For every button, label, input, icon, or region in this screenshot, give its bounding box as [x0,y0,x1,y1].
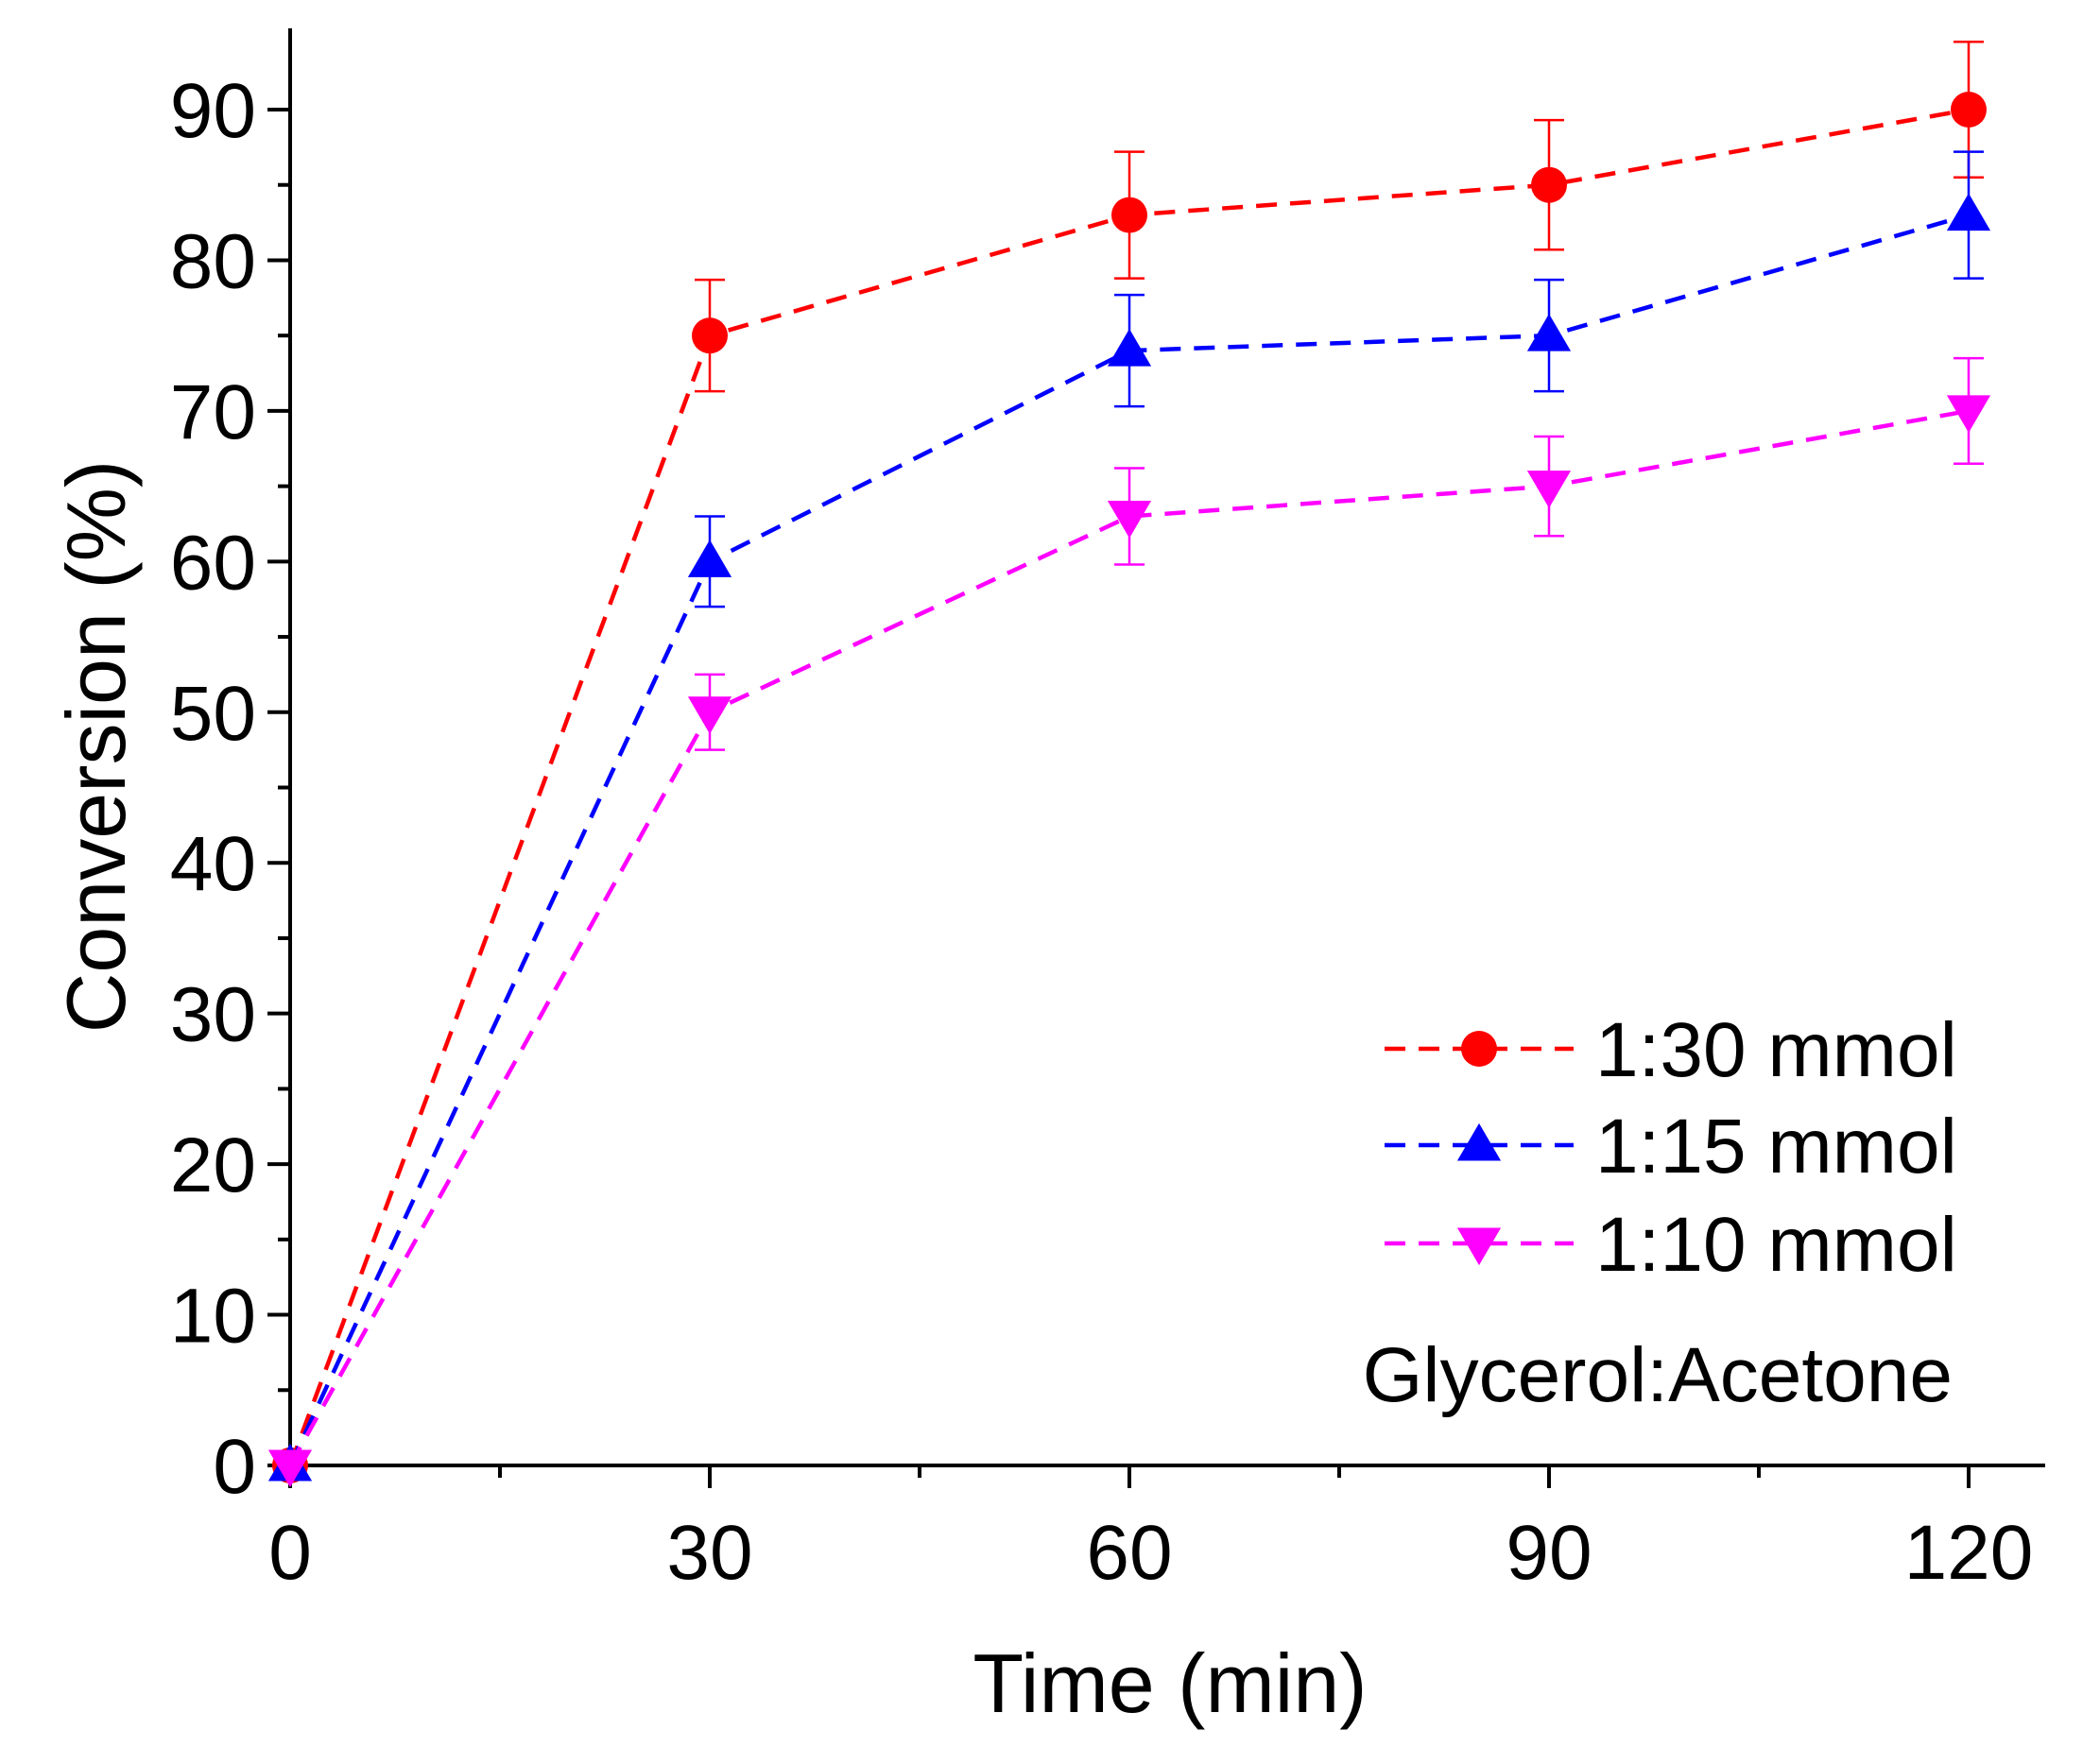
marker-circle [1531,166,1567,203]
legend-label: 1:10 mmol [1595,1202,1957,1288]
marker-triangle-up [1107,329,1152,367]
y-tick-label: 80 [170,218,256,304]
legend-label: 1:15 mmol [1595,1104,1957,1190]
y-tick-label: 70 [170,369,256,455]
series-line [288,408,1970,1467]
y-tick-label: 20 [170,1122,256,1208]
legend-label: 1:30 mmol [1595,1007,1957,1093]
y-tick-label: 50 [170,671,256,757]
y-tick-label: 60 [170,520,256,606]
legend-annotation: Glycerol:Acetone [1363,1332,1953,1418]
marker-triangle-down [1946,395,1991,433]
marker-triangle-up [687,540,732,577]
marker-circle [1461,1031,1497,1067]
series-1-10-mmol [267,356,1991,1488]
marker-triangle-up [1526,314,1572,351]
x-tick-label: 120 [1904,1510,2034,1596]
y-tick-label: 0 [213,1424,256,1510]
legend: 1:30 mmol 1:15 mmol 1:10 mmol [1385,1007,1957,1288]
x-tick-label: 0 [268,1510,312,1596]
marker-triangle-down [1456,1227,1502,1266]
x-axis-title: Time (min) [973,1636,1367,1730]
x-tick-label: 30 [666,1510,752,1596]
y-tick-label: 10 [170,1274,256,1360]
x-tick-label: 60 [1086,1510,1172,1596]
series-layer [267,41,1991,1488]
marker-circle [692,317,728,354]
x-tick-label: 90 [1506,1510,1592,1596]
y-tick-label: 90 [170,68,256,154]
marker-triangle-down [267,1449,313,1488]
legend-item-1-10-mmol: 1:10 mmol [1385,1202,1957,1288]
marker-triangle-down [1526,471,1572,508]
y-axis-title: Conversion (%) [49,460,143,1033]
legend-item-1-30-mmol: 1:30 mmol [1385,1007,1957,1093]
marker-triangle-up [1946,193,1991,231]
marker-circle [1111,197,1147,233]
marker-circle [1951,92,1987,128]
marker-triangle-down [687,696,732,734]
marker-triangle-down [1107,501,1152,539]
marker-triangle-up [1456,1122,1502,1161]
axes-layer: 0 10 20 30 40 50 60 70 80 90 0 30 60 90 120 [170,28,2045,1596]
y-tick-label: 30 [170,972,256,1058]
legend-item-1-15-mmol: 1:15 mmol [1385,1104,1957,1190]
y-tick-label: 40 [170,821,256,907]
